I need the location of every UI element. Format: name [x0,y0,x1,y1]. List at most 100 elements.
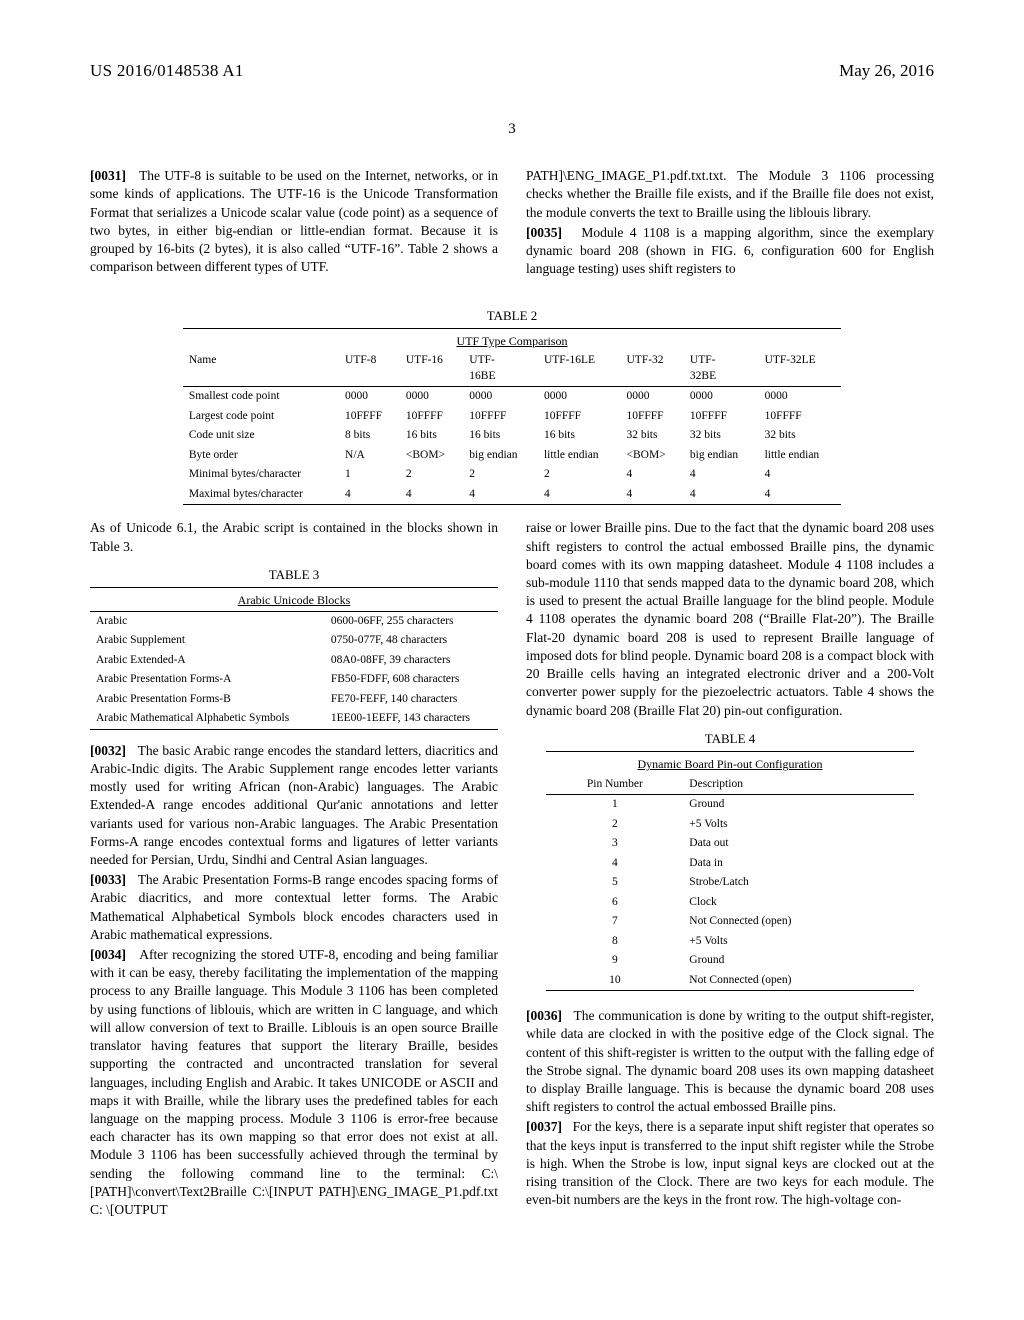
table-cell: 10FFFF [620,407,683,427]
table-cell: 0000 [463,387,538,407]
table-cell: Maximal bytes/character [183,485,339,505]
table-cell: 0000 [400,387,463,407]
table-cell: 0000 [684,387,759,407]
table-cell: 1 [339,465,400,485]
table-4-header: Description [683,775,913,795]
table-cell: <BOM> [400,446,463,466]
table-cell: 0000 [339,387,400,407]
paragraph-33: [0033] The Arabic Presentation Forms-B r… [90,871,498,944]
table-row: Arabic Extended-A08A0-08FF, 39 character… [90,651,498,671]
table-2-header: UTF-16 [400,351,463,387]
table-cell: Strobe/Latch [683,873,913,893]
table-cell: Byte order [183,446,339,466]
table-row: 2+5 Volts [546,815,913,835]
table-row: Maximal bytes/character4444444 [183,485,841,505]
table-cell: Ground [683,951,913,971]
table-row: Arabic Presentation Forms-AFB50-FDFF, 60… [90,670,498,690]
paragraph-34: [0034] After recognizing the stored UTF-… [90,946,498,1219]
table-cell: 10FFFF [538,407,621,427]
table-2-header: UTF-32 [620,351,683,387]
table-row: Byte orderN/A<BOM> big endianlittle endia… [183,446,841,466]
paragraph-35: [0035] Module 4 1108 is a mapping algori… [526,224,934,279]
table-row: 8+5 Volts [546,932,913,952]
table-cell: Arabic Extended-A [90,651,325,671]
table-cell: N/A [339,446,400,466]
table-3: Arabic Unicode Blocks Arabic0600-06FF, 2… [90,587,498,731]
table-cell: Largest code point [183,407,339,427]
table-row: Smallest code point000000000000000000000… [183,387,841,407]
table-cell: Not Connected (open) [683,912,913,932]
table-cell: FB50-FDFF, 608 characters [325,670,498,690]
table-4-block: TABLE 4 Dynamic Board Pin-out Configurat… [526,730,934,993]
para-num-37: [0037] [526,1119,562,1134]
page-header: US 2016/0148538 A1 May 26, 2016 [90,60,934,83]
table-3-caption: Arabic Unicode Blocks [90,590,498,611]
table-cell: +5 Volts [683,932,913,952]
table-2: UTF Type Comparison NameUTF-8UTF-16UTF-1… [183,328,841,507]
table-cell: 0000 [759,387,842,407]
table-cell: 9 [546,951,683,971]
table-row: 1Ground [546,795,913,815]
table-cell: 4 [620,465,683,485]
table-cell: 0000 [538,387,621,407]
table-cell: 1EE00-1EEFF, 143 characters [325,709,498,729]
para-31-text: The UTF-8 is suitable to be used on the … [90,168,498,274]
table-cell: 0000 [620,387,683,407]
table-cell: Clock [683,893,913,913]
paragraph-32: [0032] The basic Arabic range encodes th… [90,742,498,870]
table-4-caption: Dynamic Board Pin-out Configuration [546,754,913,774]
table-3-block: TABLE 3 Arabic Unicode Blocks Arabic0600… [90,566,498,732]
table-cell: 7 [546,912,683,932]
table-row: 10Not Connected (open) [546,971,913,991]
table-cell: Code unit size [183,426,339,446]
paragraph-mid-right: raise or lower Braille pins. Due to the … [526,519,934,719]
table-cell: big endian [684,446,759,466]
table-cell: Arabic Presentation Forms-A [90,670,325,690]
table-cell: Arabic Presentation Forms-B [90,690,325,710]
para-num-32: [0032] [90,743,126,758]
table-row: Arabic Presentation Forms-BFE70-FEFF, 14… [90,690,498,710]
table-row: Code unit size8 bits16 bits16 bits16 bit… [183,426,841,446]
para-num-33: [0033] [90,872,126,887]
para-32-text: The basic Arabic range encodes the stand… [90,743,498,867]
table-cell: Minimal bytes/character [183,465,339,485]
paragraph-36: [0036] The communication is done by writ… [526,1007,934,1116]
table-cell: +5 Volts [683,815,913,835]
table-cell: 4 [620,485,683,505]
table-row: Largest code point10FFFF10FFFF10FFFF10FF… [183,407,841,427]
publication-number: US 2016/0148538 A1 [90,60,244,83]
table-4-label: TABLE 4 [526,730,934,748]
table-cell: 8 bits [339,426,400,446]
table-cell: 8 [546,932,683,952]
table-cell: little endian [759,446,842,466]
table-cell: 3 [546,834,683,854]
table-cell: 4 [463,485,538,505]
table-cell: 10FFFF [339,407,400,427]
table-row: 4Data in [546,854,913,874]
table-cell: 10FFFF [684,407,759,427]
para-num-31: [0031] [90,168,126,183]
table-cell: Arabic Supplement [90,631,325,651]
table-2-header: UTF-16LE [538,351,621,387]
page-number: 3 [90,119,934,139]
paragraph-top-right: PATH]\ENG_IMAGE_P1.pdf.txt.txt. The Modu… [526,167,934,222]
table-3-label: TABLE 3 [90,566,498,584]
table-cell: 10FFFF [400,407,463,427]
table-row: Arabic Mathematical Alphabetic Symbols1E… [90,709,498,729]
table-cell: 2 [400,465,463,485]
table-cell: Smallest code point [183,387,339,407]
table-row: 6Clock [546,893,913,913]
table-cell: 32 bits [684,426,759,446]
table-2-label: TABLE 2 [90,307,934,325]
table-cell: FE70-FEFF, 140 characters [325,690,498,710]
table-cell: 16 bits [538,426,621,446]
table-row: Arabic Supplement0750-077F, 48 character… [90,631,498,651]
table-cell: 5 [546,873,683,893]
table-cell: 32 bits [759,426,842,446]
table-cell: 4 [759,485,842,505]
para-num-35: [0035] [526,225,562,240]
table-row: 3Data out [546,834,913,854]
table-cell: Ground [683,795,913,815]
table-2-caption: UTF Type Comparison [183,331,841,351]
para-34-text: After recognizing the stored UTF-8, enco… [90,947,498,1217]
